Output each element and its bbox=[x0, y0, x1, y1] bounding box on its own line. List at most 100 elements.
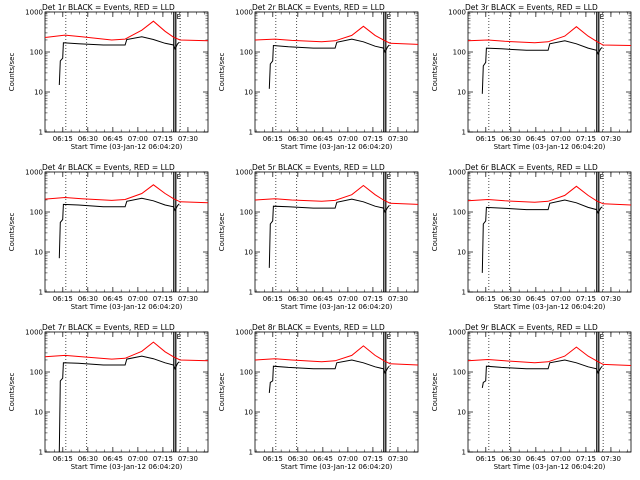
y-axis-label: Counts/sec bbox=[431, 213, 439, 252]
y-tick-label: 1 bbox=[39, 449, 43, 457]
y-tick-label: 1 bbox=[249, 289, 253, 297]
lld-series-line bbox=[44, 341, 209, 362]
y-tick-label: 10 bbox=[34, 89, 43, 97]
marker-letter: E bbox=[177, 173, 181, 181]
y-tick-label: 1000 bbox=[235, 329, 253, 337]
events-series-line bbox=[268, 359, 390, 393]
x-tick-label: 06:45 bbox=[103, 455, 123, 463]
x-axis-label: Start Time (03-Jan-12 06:04:20) bbox=[494, 463, 606, 471]
x-tick-label: 06:45 bbox=[103, 135, 123, 143]
x-tick-label: 06:30 bbox=[501, 455, 521, 463]
y-tick-label: 10 bbox=[457, 89, 466, 97]
y-tick-label: 10 bbox=[244, 409, 253, 417]
x-tick-label: 07:00 bbox=[338, 135, 358, 143]
detector-panel-4: Det 4r BLACK = Events, RED = LLD 1 10 100 10… bbox=[8, 163, 209, 311]
y-tick-label: 10 bbox=[34, 409, 43, 417]
y-tick-label: 1000 bbox=[25, 169, 43, 177]
plot-frame bbox=[254, 11, 419, 133]
lld-series-line bbox=[254, 184, 419, 205]
marker-letter: E bbox=[600, 333, 604, 341]
x-tick-label: 06:30 bbox=[288, 455, 308, 463]
y-tick-label: 100 bbox=[240, 369, 253, 377]
y-tick-label: 10 bbox=[244, 89, 253, 97]
y-tick-label: 1000 bbox=[448, 169, 466, 177]
x-tick-label: 07:30 bbox=[178, 295, 198, 303]
x-tick-label: 06:45 bbox=[526, 135, 546, 143]
y-tick-label: 1 bbox=[462, 289, 466, 297]
x-axis-label: Start Time (03-Jan-12 06:04:20) bbox=[71, 143, 183, 151]
y-axis-label: Counts/sec bbox=[8, 373, 16, 412]
x-tick-label: 07:15 bbox=[363, 135, 383, 143]
plot-frame bbox=[254, 331, 419, 453]
lld-series-line bbox=[44, 184, 209, 204]
plot-frame bbox=[467, 171, 632, 293]
y-tick-label: 100 bbox=[240, 209, 253, 217]
y-tick-label: 1 bbox=[462, 449, 466, 457]
y-tick-label: 1 bbox=[249, 129, 253, 137]
panel-title: Det 3r BLACK = Events, RED = LLD bbox=[465, 3, 598, 12]
x-tick-label: 06:45 bbox=[313, 295, 333, 303]
detector-panel-8: Det 8r BLACK = Events, RED = LLD 1 10 100 10… bbox=[218, 323, 419, 471]
events-series-line bbox=[58, 197, 180, 259]
x-tick-label: 07:15 bbox=[576, 295, 596, 303]
y-axis-label: Counts/sec bbox=[431, 373, 439, 412]
y-tick-label: 1 bbox=[249, 449, 253, 457]
x-tick-label: 06:15 bbox=[476, 135, 496, 143]
y-tick-label: 100 bbox=[30, 369, 43, 377]
x-axis-label: Start Time (03-Jan-12 06:04:20) bbox=[281, 143, 393, 151]
x-tick-label: 06:30 bbox=[78, 135, 98, 143]
y-tick-label: 1000 bbox=[448, 329, 466, 337]
y-tick-label: 1000 bbox=[448, 9, 466, 17]
y-tick-label: 1000 bbox=[25, 9, 43, 17]
marker-letter: E bbox=[387, 173, 391, 181]
lld-series-line bbox=[467, 185, 632, 206]
detector-panel-5: Det 5r BLACK = Events, RED = LLD 1 10 100 10… bbox=[218, 163, 419, 311]
panel-title: Det 1r BLACK = Events, RED = LLD bbox=[42, 3, 175, 12]
panel-title: Det 5r BLACK = Events, RED = LLD bbox=[252, 163, 385, 172]
y-tick-label: 100 bbox=[453, 369, 466, 377]
x-tick-label: 07:00 bbox=[128, 455, 148, 463]
x-tick-label: 07:15 bbox=[153, 135, 173, 143]
x-axis-label: Start Time (03-Jan-12 06:04:20) bbox=[281, 303, 393, 311]
y-tick-label: 10 bbox=[457, 409, 466, 417]
detector-panel-6: Det 6r BLACK = Events, RED = LLD 1 10 100 10… bbox=[431, 163, 632, 311]
y-tick-label: 10 bbox=[34, 249, 43, 257]
detector-panel-2: Det 2r BLACK = Events, RED = LLD 1 10 100 10… bbox=[218, 3, 419, 151]
x-tick-label: 07:15 bbox=[363, 455, 383, 463]
marker-letter: E bbox=[387, 333, 391, 341]
x-tick-label: 07:30 bbox=[178, 135, 198, 143]
x-tick-label: 07:30 bbox=[388, 455, 408, 463]
plot-frame bbox=[467, 11, 632, 133]
x-axis-label: Start Time (03-Jan-12 06:04:20) bbox=[281, 463, 393, 471]
x-axis-label: Start Time (03-Jan-12 06:04:20) bbox=[71, 463, 183, 471]
events-series-line bbox=[481, 359, 603, 388]
panel-title: Det 7r BLACK = Events, RED = LLD bbox=[42, 323, 175, 332]
x-tick-label: 07:15 bbox=[363, 295, 383, 303]
x-tick-label: 06:15 bbox=[263, 295, 283, 303]
x-tick-label: 06:15 bbox=[263, 135, 283, 143]
x-tick-label: 07:30 bbox=[388, 295, 408, 303]
x-tick-label: 07:15 bbox=[576, 455, 596, 463]
x-tick-label: 06:30 bbox=[78, 295, 98, 303]
detector-panel-3: Det 3r BLACK = Events, RED = LLD 1 10 100 10… bbox=[431, 3, 632, 151]
x-axis-label: Start Time (03-Jan-12 06:04:20) bbox=[71, 303, 183, 311]
events-series-line bbox=[268, 198, 390, 268]
y-tick-label: 100 bbox=[240, 49, 253, 57]
x-tick-label: 07:00 bbox=[551, 135, 571, 143]
x-tick-label: 07:30 bbox=[178, 455, 198, 463]
x-tick-label: 06:30 bbox=[501, 135, 521, 143]
x-tick-label: 06:45 bbox=[313, 135, 333, 143]
panel-title: Det 9r BLACK = Events, RED = LLD bbox=[465, 323, 598, 332]
y-tick-label: 10 bbox=[244, 249, 253, 257]
x-tick-label: 07:30 bbox=[388, 135, 408, 143]
x-tick-label: 06:30 bbox=[288, 135, 308, 143]
events-series-line bbox=[268, 38, 390, 89]
x-tick-label: 07:30 bbox=[601, 295, 621, 303]
x-tick-label: 06:45 bbox=[103, 295, 123, 303]
y-tick-label: 1000 bbox=[235, 9, 253, 17]
events-series-line bbox=[481, 199, 603, 273]
lld-series-line bbox=[254, 25, 419, 45]
x-tick-label: 06:15 bbox=[53, 135, 73, 143]
plot-frame bbox=[44, 11, 209, 133]
